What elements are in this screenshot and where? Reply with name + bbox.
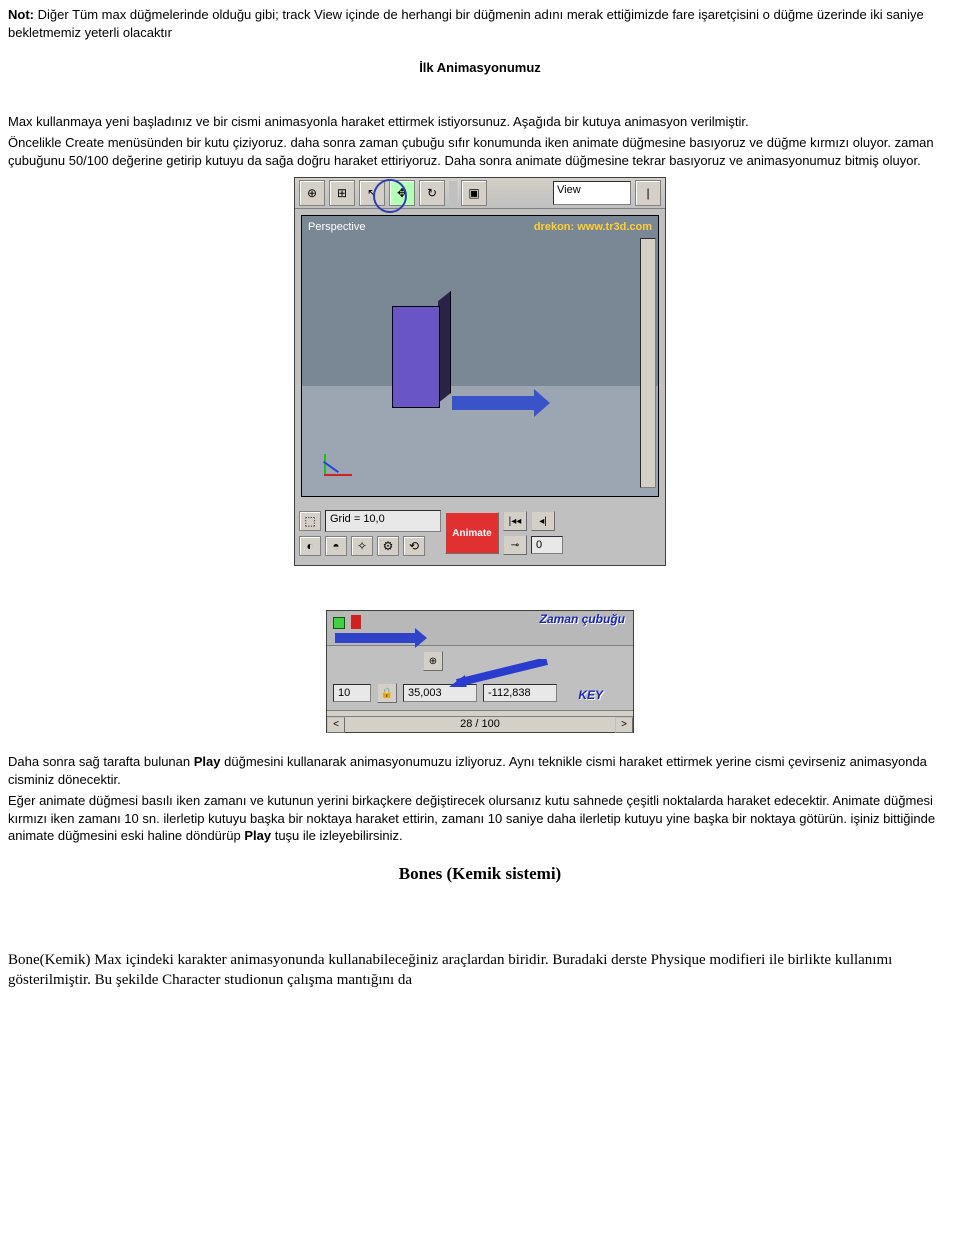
scroll-right[interactable]: > bbox=[615, 717, 633, 733]
paragraph-3: Daha sonra sağ tarafta bulunan Play düğm… bbox=[8, 753, 952, 788]
p4b: tuşu ile izleyebilirsiniz. bbox=[275, 828, 403, 843]
play-bold-2: Play bbox=[244, 828, 271, 843]
note-text: Diğer Tüm max düğmelerinde olduğu gibi; … bbox=[8, 7, 924, 40]
status-btn-4[interactable]: ✧ bbox=[351, 536, 373, 556]
toolbar-sep bbox=[449, 181, 457, 205]
status-btn-6[interactable]: ⟲ bbox=[403, 536, 425, 556]
time-scrollbar[interactable]: < 28 / 100 > bbox=[327, 716, 633, 732]
animate-button[interactable]: Animate bbox=[445, 512, 499, 554]
annotation-arrow bbox=[452, 396, 534, 410]
nav-first[interactable]: |◂◂ bbox=[503, 511, 527, 531]
screenshot-1: ⊕ ⊞ ↖ ✥ ↻ ▣ View | Perspective drekon: w… bbox=[294, 177, 666, 566]
grid-field: Grid = 10,0 bbox=[325, 510, 441, 532]
axis-y bbox=[324, 454, 326, 476]
credit-text: drekon: www.tr3d.com bbox=[534, 220, 652, 235]
viewport[interactable]: Perspective drekon: www.tr3d.com bbox=[301, 215, 659, 497]
play-bold-1: Play bbox=[194, 754, 221, 769]
axis-toggle[interactable]: ⊕ bbox=[423, 651, 443, 671]
viewport-label: Perspective bbox=[308, 220, 365, 235]
toolbar-btn-move[interactable]: ✥ bbox=[389, 180, 415, 206]
status-bar: ⬚ Grid = 10,0 ◐ ◓ ✧ ⚙ ⟲ Animate |◂◂ ◂| bbox=[295, 503, 665, 565]
box-object[interactable] bbox=[392, 306, 440, 408]
nav-key[interactable]: ⊸ bbox=[503, 535, 527, 555]
track-key-1[interactable] bbox=[333, 617, 345, 629]
note-paragraph: Not: Diğer Tüm max düğmelerinde olduğu g… bbox=[8, 6, 952, 41]
p4: Eğer animate düğmesi basılı iken zamanı … bbox=[8, 793, 935, 843]
coord-x[interactable]: 10 bbox=[333, 684, 371, 702]
toolbar-btn-2[interactable]: ⊞ bbox=[329, 180, 355, 206]
toolbar-btn-rotate[interactable]: ↻ bbox=[419, 180, 445, 206]
viewport-scrollbar[interactable] bbox=[640, 238, 656, 488]
paragraph-2: Öncelikle Create menüsünden bir kutu çiz… bbox=[8, 134, 952, 169]
first-animation-title: İlk Animasyonumuz bbox=[8, 59, 952, 77]
status-btn-5[interactable]: ⚙ bbox=[377, 536, 399, 556]
view-dropdown[interactable]: View bbox=[553, 181, 631, 205]
note-label: Not: bbox=[8, 7, 34, 22]
axis-x bbox=[324, 474, 352, 476]
lock-toggle[interactable]: 🔒 bbox=[377, 683, 397, 703]
track-time-marker[interactable] bbox=[351, 615, 361, 629]
key-label: KEY bbox=[578, 687, 603, 703]
key-arrow-icon bbox=[447, 659, 567, 687]
toolbar-btn-4[interactable]: | bbox=[635, 180, 661, 206]
frame-field[interactable]: 0 bbox=[531, 536, 563, 554]
scroll-value: 28 / 100 bbox=[345, 717, 615, 732]
blue-arrow bbox=[335, 633, 415, 643]
toolbar-btn-3[interactable]: ▣ bbox=[461, 180, 487, 206]
screenshot-2: Zaman çubuğu < 28 / 100 > ⊕ 10 🔒 35,003 … bbox=[326, 610, 634, 733]
status-btn-3[interactable]: ◓ bbox=[325, 536, 347, 556]
paragraph-1: Max kullanmaya yeni başladınız ve bir ci… bbox=[8, 113, 952, 131]
bones-paragraph: Bone(Kemik) Max içindeki karakter animas… bbox=[8, 950, 952, 991]
axis-gizmo bbox=[316, 446, 356, 486]
zaman-label: Zaman çubuğu bbox=[540, 611, 625, 627]
scroll-left[interactable]: < bbox=[327, 717, 345, 733]
p3a: Daha sonra sağ tarafta bulunan bbox=[8, 754, 194, 769]
toolbar-btn-select[interactable]: ↖ bbox=[359, 180, 385, 206]
bones-title: Bones (Kemik sistemi) bbox=[8, 863, 952, 886]
track-bar[interactable]: Zaman çubuğu bbox=[327, 611, 633, 646]
nav-prev[interactable]: ◂| bbox=[531, 511, 555, 531]
paragraph-4: Eğer animate düğmesi basılı iken zamanı … bbox=[8, 792, 952, 845]
status-btn-2[interactable]: ◐ bbox=[299, 536, 321, 556]
toolbar: ⊕ ⊞ ↖ ✥ ↻ ▣ View | bbox=[295, 178, 665, 209]
status-btn-1[interactable]: ⬚ bbox=[299, 511, 321, 531]
toolbar-btn-1[interactable]: ⊕ bbox=[299, 180, 325, 206]
